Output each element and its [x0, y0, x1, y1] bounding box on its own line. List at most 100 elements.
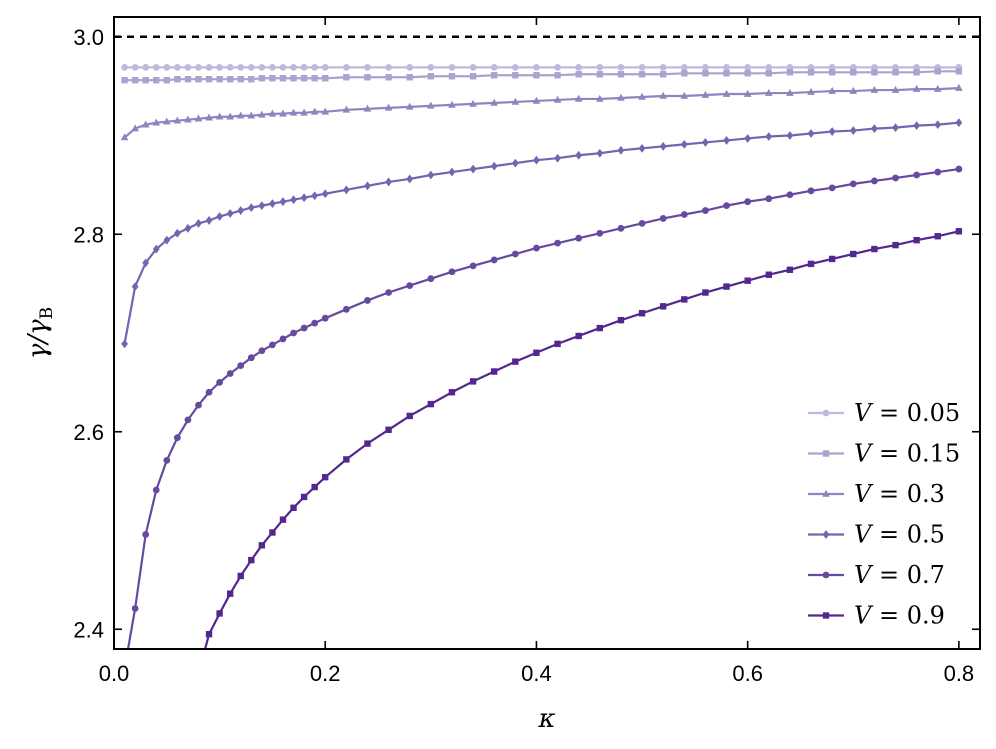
y-axis-label: γ/γB — [23, 307, 57, 359]
data-point — [311, 63, 319, 71]
data-point — [405, 102, 414, 110]
data-point — [532, 96, 541, 104]
data-point — [258, 75, 266, 82]
data-point — [448, 268, 456, 276]
series-line — [123, 121, 959, 345]
series-2 — [121, 68, 963, 84]
data-point — [152, 118, 161, 126]
legend-marker — [822, 612, 830, 619]
data-point — [258, 542, 266, 549]
data-point — [701, 90, 710, 98]
data-point — [269, 341, 276, 349]
legend-label: V = 0.9 — [854, 602, 945, 630]
data-point — [163, 63, 171, 71]
data-point — [364, 440, 371, 447]
data-point — [216, 63, 224, 71]
data-point — [448, 63, 456, 71]
data-point — [680, 211, 688, 218]
data-point — [384, 103, 393, 111]
data-point — [680, 63, 688, 71]
data-point — [216, 212, 224, 221]
data-point — [892, 123, 899, 132]
data-point — [406, 174, 414, 184]
data-point — [765, 271, 772, 278]
data-point — [596, 229, 604, 237]
data-point — [195, 401, 202, 409]
data-point — [913, 69, 920, 76]
data-point — [934, 120, 942, 130]
data-point — [490, 72, 498, 79]
data-point — [311, 319, 319, 327]
data-point — [913, 171, 921, 179]
data-point — [617, 93, 625, 101]
data-point — [722, 89, 731, 97]
data-point — [807, 63, 815, 71]
data-point — [723, 202, 730, 210]
series-line — [203, 230, 960, 649]
data-point — [322, 473, 329, 481]
data-point — [681, 296, 688, 303]
data-point — [248, 76, 255, 83]
data-point — [342, 63, 350, 71]
data-point — [638, 71, 646, 78]
data-point — [184, 416, 192, 424]
series-3 — [120, 83, 963, 141]
data-point — [892, 69, 899, 76]
data-point — [152, 486, 160, 494]
data-point — [173, 116, 182, 124]
data-point — [723, 63, 730, 71]
data-point — [554, 239, 561, 247]
data-point — [279, 75, 287, 82]
data-point — [237, 63, 245, 71]
data-point — [490, 161, 498, 171]
data-point — [553, 95, 562, 103]
data-point — [638, 63, 646, 71]
legend-item: V = 0.15 — [808, 440, 960, 468]
legend-item: V = 0.3 — [808, 480, 945, 508]
data-point — [195, 218, 202, 228]
data-point — [290, 63, 297, 71]
data-point — [955, 228, 963, 235]
data-point — [596, 71, 604, 78]
data-point — [638, 310, 646, 317]
data-point — [311, 191, 319, 201]
data-point — [322, 75, 329, 82]
x-tick-label: 0.6 — [732, 661, 763, 686]
data-point — [913, 121, 921, 131]
data-point — [237, 76, 244, 83]
data-point — [343, 456, 350, 463]
data-point — [342, 185, 350, 195]
data-point — [131, 77, 139, 84]
x-tick-label: 0.0 — [99, 661, 130, 686]
data-point — [279, 63, 287, 71]
data-point — [236, 111, 245, 119]
data-point — [764, 88, 773, 96]
data-point — [870, 124, 878, 133]
legend-label: V = 0.05 — [854, 399, 960, 427]
data-point — [490, 256, 498, 264]
data-point — [680, 91, 689, 99]
data-point — [195, 670, 201, 676]
data-point — [300, 493, 308, 501]
data-point — [638, 92, 646, 100]
data-point — [850, 69, 857, 76]
data-point — [807, 260, 815, 268]
data-point — [215, 112, 224, 120]
data-point — [321, 107, 330, 115]
data-point — [533, 244, 540, 252]
data-point — [659, 141, 667, 151]
data-point — [448, 100, 456, 108]
data-point — [226, 209, 234, 218]
data-point — [892, 63, 899, 71]
data-point — [512, 358, 519, 365]
data-point — [786, 191, 794, 199]
data-point — [258, 63, 266, 71]
data-point — [300, 193, 308, 203]
y-tick-label: 2.4 — [73, 617, 104, 642]
legend-marker — [822, 450, 830, 457]
data-point — [385, 177, 392, 187]
data-point — [163, 456, 171, 464]
data-point — [575, 63, 583, 71]
data-point — [765, 195, 773, 203]
series-4 — [121, 118, 963, 349]
